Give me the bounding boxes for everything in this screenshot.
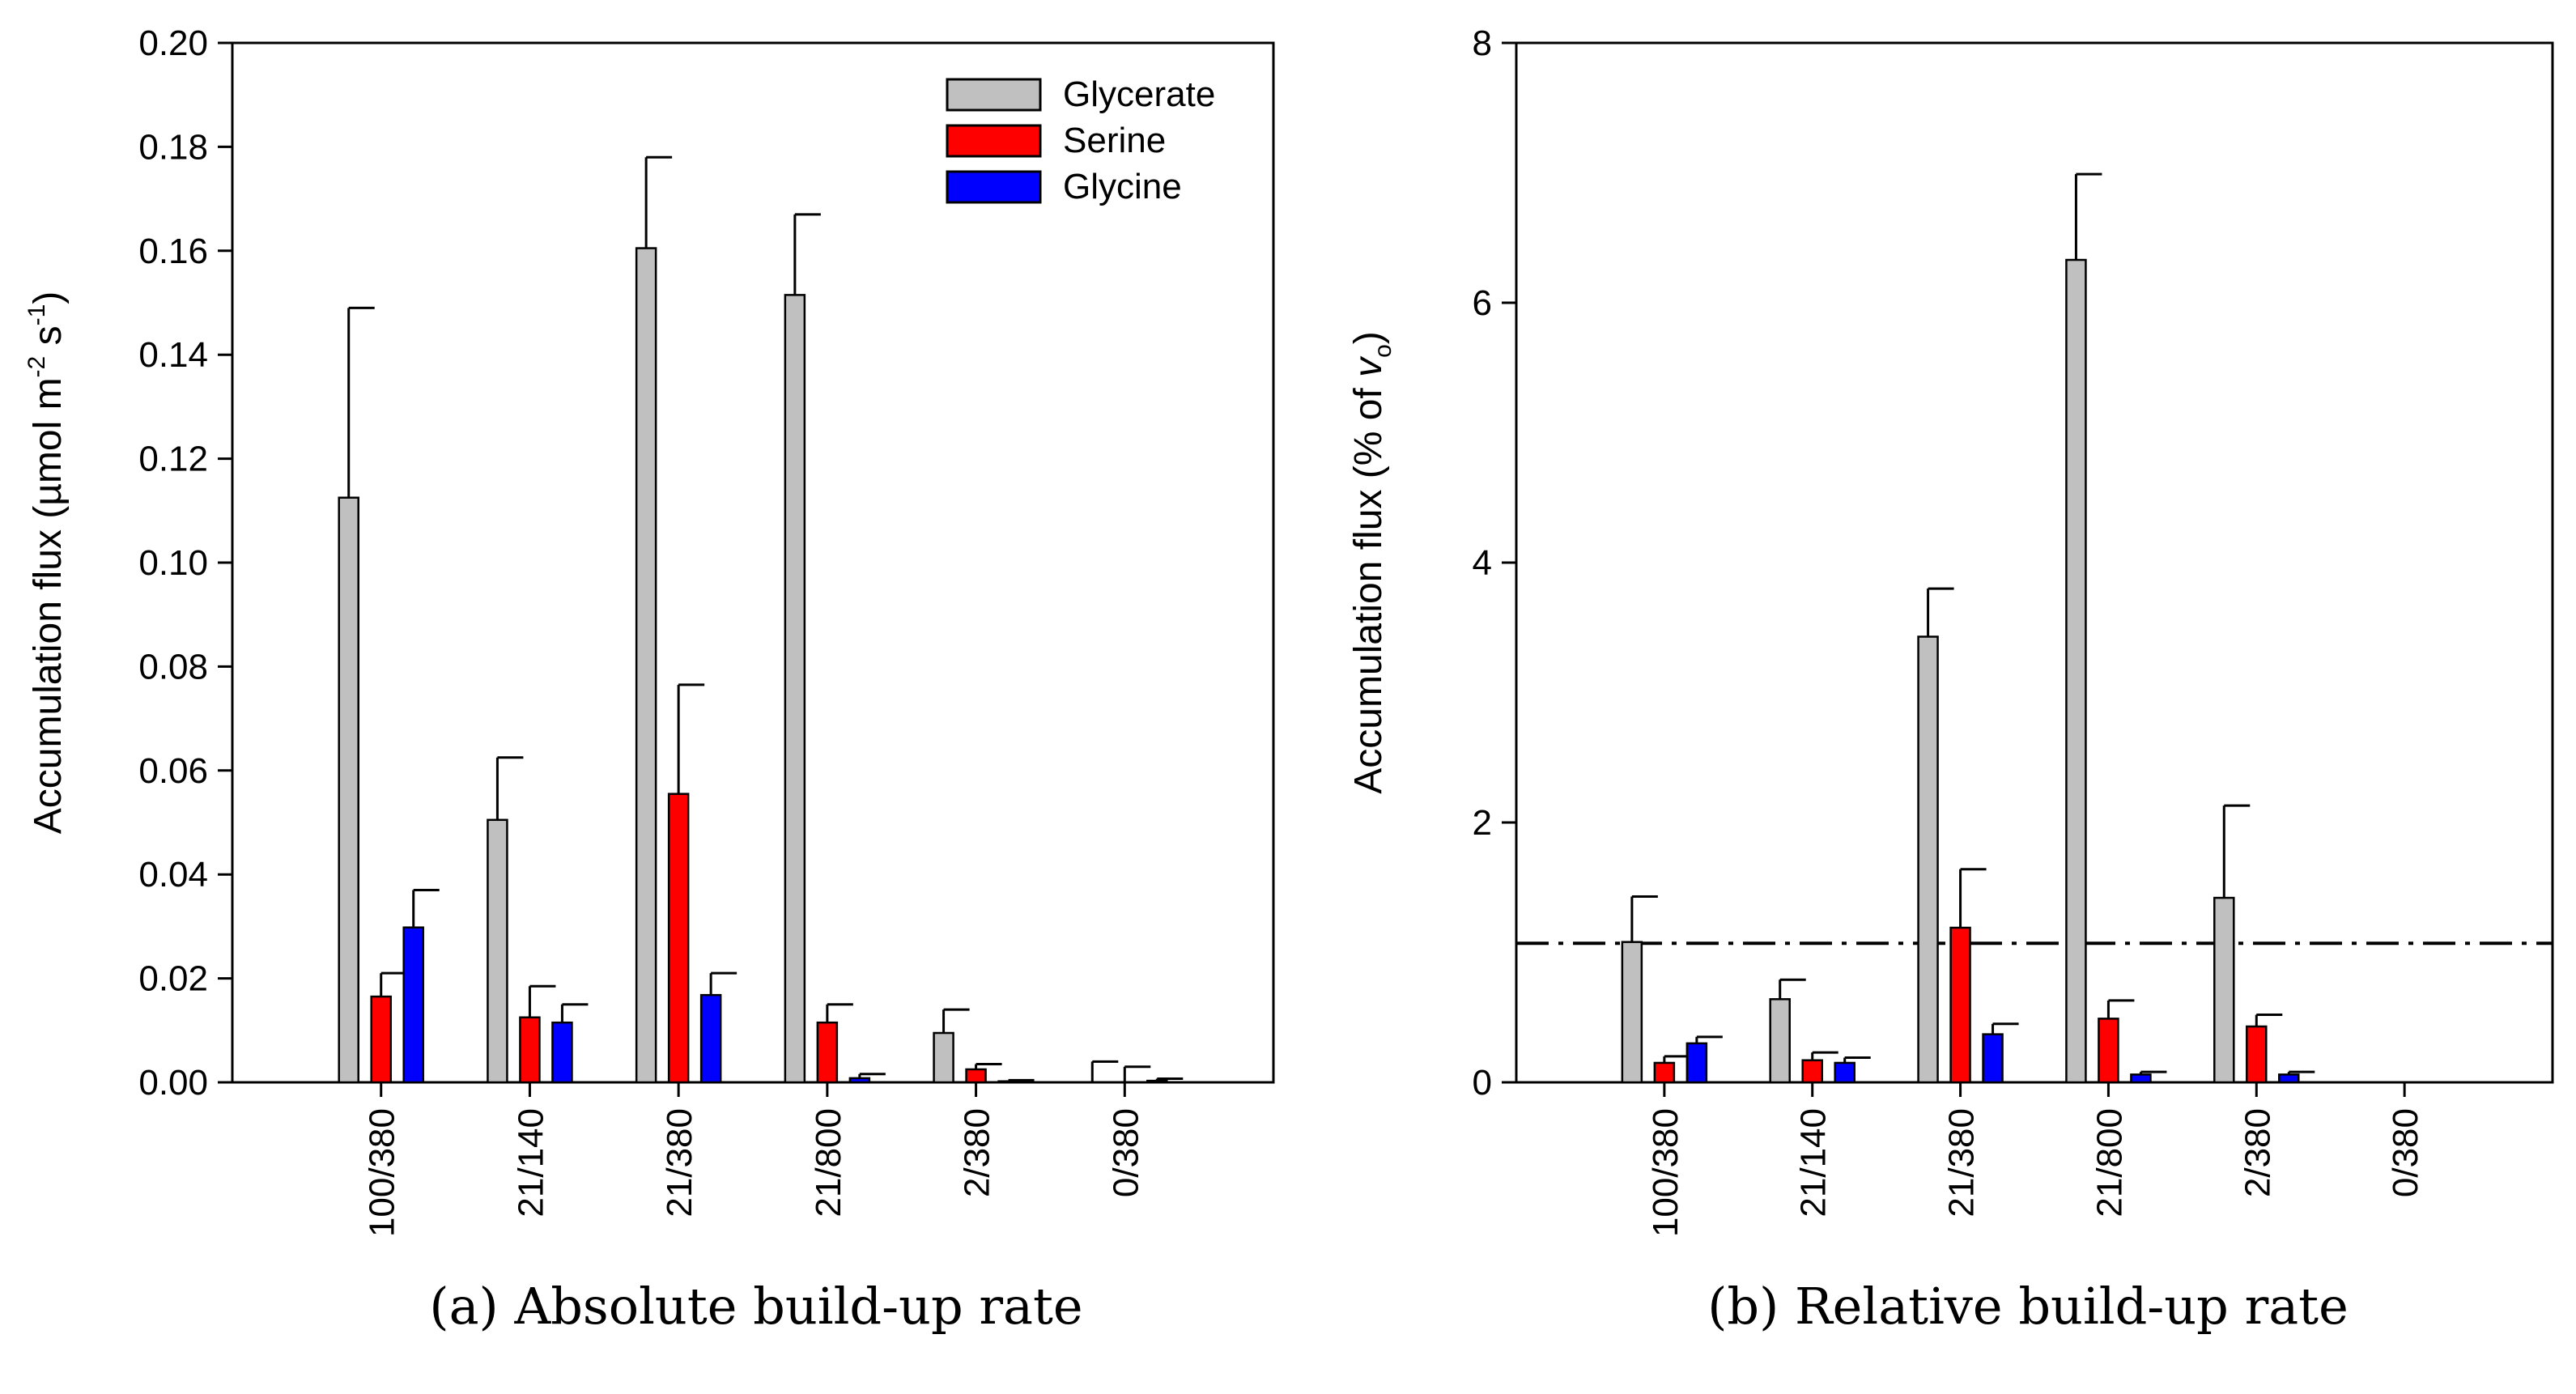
y-label-text: Accumulation flux (% of: [1347, 377, 1390, 794]
bar-serine: [1949, 926, 1971, 1084]
y-tick-label: 0.14: [138, 335, 208, 375]
bar-glycine: [1146, 1079, 1168, 1084]
bar-glycerate: [487, 818, 508, 1084]
y-label-sub: o: [1370, 344, 1396, 358]
y-tick-label: 0.06: [138, 751, 208, 791]
x-tick-label: 21/140: [1794, 1108, 1834, 1218]
bar-glycine: [551, 1021, 573, 1084]
panel-caption: (b) Relative build-up rate: [1707, 1277, 2349, 1336]
bar-glycine: [2278, 1073, 2300, 1084]
y-tick-label: 0.04: [138, 855, 208, 895]
y-tick-label: 6: [1473, 283, 1492, 323]
bar-serine: [519, 1016, 541, 1084]
y-label-text: ): [27, 291, 70, 304]
y-tick-label: 8: [1473, 23, 1492, 63]
chart-relative: 0 2 4 6 8 Accumulation flux (% of vo) 100/380 2…: [1347, 23, 2554, 1336]
legend: Glycerate Serine Glycine: [946, 74, 1215, 206]
y-label-text: ): [1347, 331, 1390, 344]
y-label-text: Accumulation flux (µmol m: [27, 377, 70, 834]
y-label-var: v: [1347, 355, 1390, 377]
bar-glycerate: [1621, 941, 1643, 1084]
x-tick-label: 2/380: [2238, 1108, 2277, 1197]
legend-swatch-glycine: [946, 170, 1042, 204]
y-label-sup: -2: [23, 356, 50, 378]
bar-glycine: [1685, 1042, 1708, 1084]
y-tick-label: 0: [1473, 1063, 1492, 1103]
legend-label-serine: Serine: [1063, 121, 1166, 160]
bar-serine: [816, 1021, 839, 1084]
bar-glycine: [2130, 1073, 2152, 1084]
bar-glycine: [699, 993, 722, 1084]
bar-glycine: [1834, 1061, 1855, 1084]
bar-glycerate: [784, 294, 806, 1084]
bar-glycerate: [635, 247, 657, 1084]
x-tick-label: 100/380: [363, 1108, 402, 1237]
bar-serine: [1653, 1061, 1676, 1084]
y-tick-label: 0.18: [138, 127, 208, 167]
bar-serine: [2246, 1025, 2268, 1084]
bar-serine: [965, 1068, 987, 1084]
bar-glycerate: [933, 1031, 954, 1084]
bar-glycine: [848, 1077, 871, 1084]
y-tick-label: 0.10: [138, 543, 208, 583]
bar-glycerate: [1917, 635, 1939, 1084]
x-tick-label: 0/380: [1106, 1108, 1146, 1197]
x-tick-label: 21/380: [660, 1108, 699, 1218]
y-axis-label: Accumulation flux (% of vo): [1347, 331, 1396, 794]
bar-glycerate: [338, 496, 359, 1084]
y-tick-label: 0.02: [138, 959, 208, 999]
panel-caption: (a) Absolute build-up rate: [429, 1277, 1082, 1336]
x-tick-label: 100/380: [1646, 1108, 1685, 1237]
plot-frame: [1515, 41, 2554, 1084]
bar-glycine: [1982, 1033, 2004, 1084]
y-tick-label: 0.12: [138, 440, 208, 479]
y-tick-label: 0.00: [138, 1063, 208, 1103]
x-tick-label: 0/380: [2386, 1108, 2425, 1197]
chart-absolute: 0.00 0.02 0.04 0.06 0.08 0.10 0.12 0.14 0.16 0.18…: [23, 23, 1275, 1336]
legend-label-glycine: Glycine: [1063, 167, 1182, 206]
bar-serine: [1801, 1059, 1823, 1084]
bar-glycine: [402, 926, 424, 1084]
y-tick-label: 0.16: [138, 232, 208, 271]
bar-serine: [370, 995, 392, 1084]
x-tick-label: 2/380: [958, 1108, 997, 1197]
bar-glycerate: [2213, 896, 2235, 1084]
legend-swatch-serine: [946, 124, 1042, 158]
y-label-text: s: [27, 325, 70, 355]
y-tick-label: 0.08: [138, 647, 208, 686]
x-tick-label: 21/380: [1942, 1108, 1982, 1218]
bar-glycerate: [2065, 258, 2087, 1084]
legend-swatch-glycerate: [946, 78, 1042, 112]
y-tick-label: 0.20: [138, 23, 208, 63]
bar-serine: [667, 793, 690, 1084]
bar-serine: [2098, 1018, 2119, 1084]
legend-label-glycerate: Glycerate: [1063, 74, 1215, 114]
x-tick-label: 21/140: [511, 1108, 550, 1218]
x-tick-label: 21/800: [809, 1108, 848, 1218]
y-label-sup: -1: [23, 304, 50, 326]
y-tick-label: 4: [1473, 543, 1492, 583]
y-tick-label: 2: [1473, 803, 1492, 843]
y-axis-label: Accumulation flux (µmol m-2 s-1): [23, 291, 70, 835]
bar-glycerate: [1769, 998, 1791, 1084]
x-tick-label: 21/800: [2089, 1108, 2129, 1218]
